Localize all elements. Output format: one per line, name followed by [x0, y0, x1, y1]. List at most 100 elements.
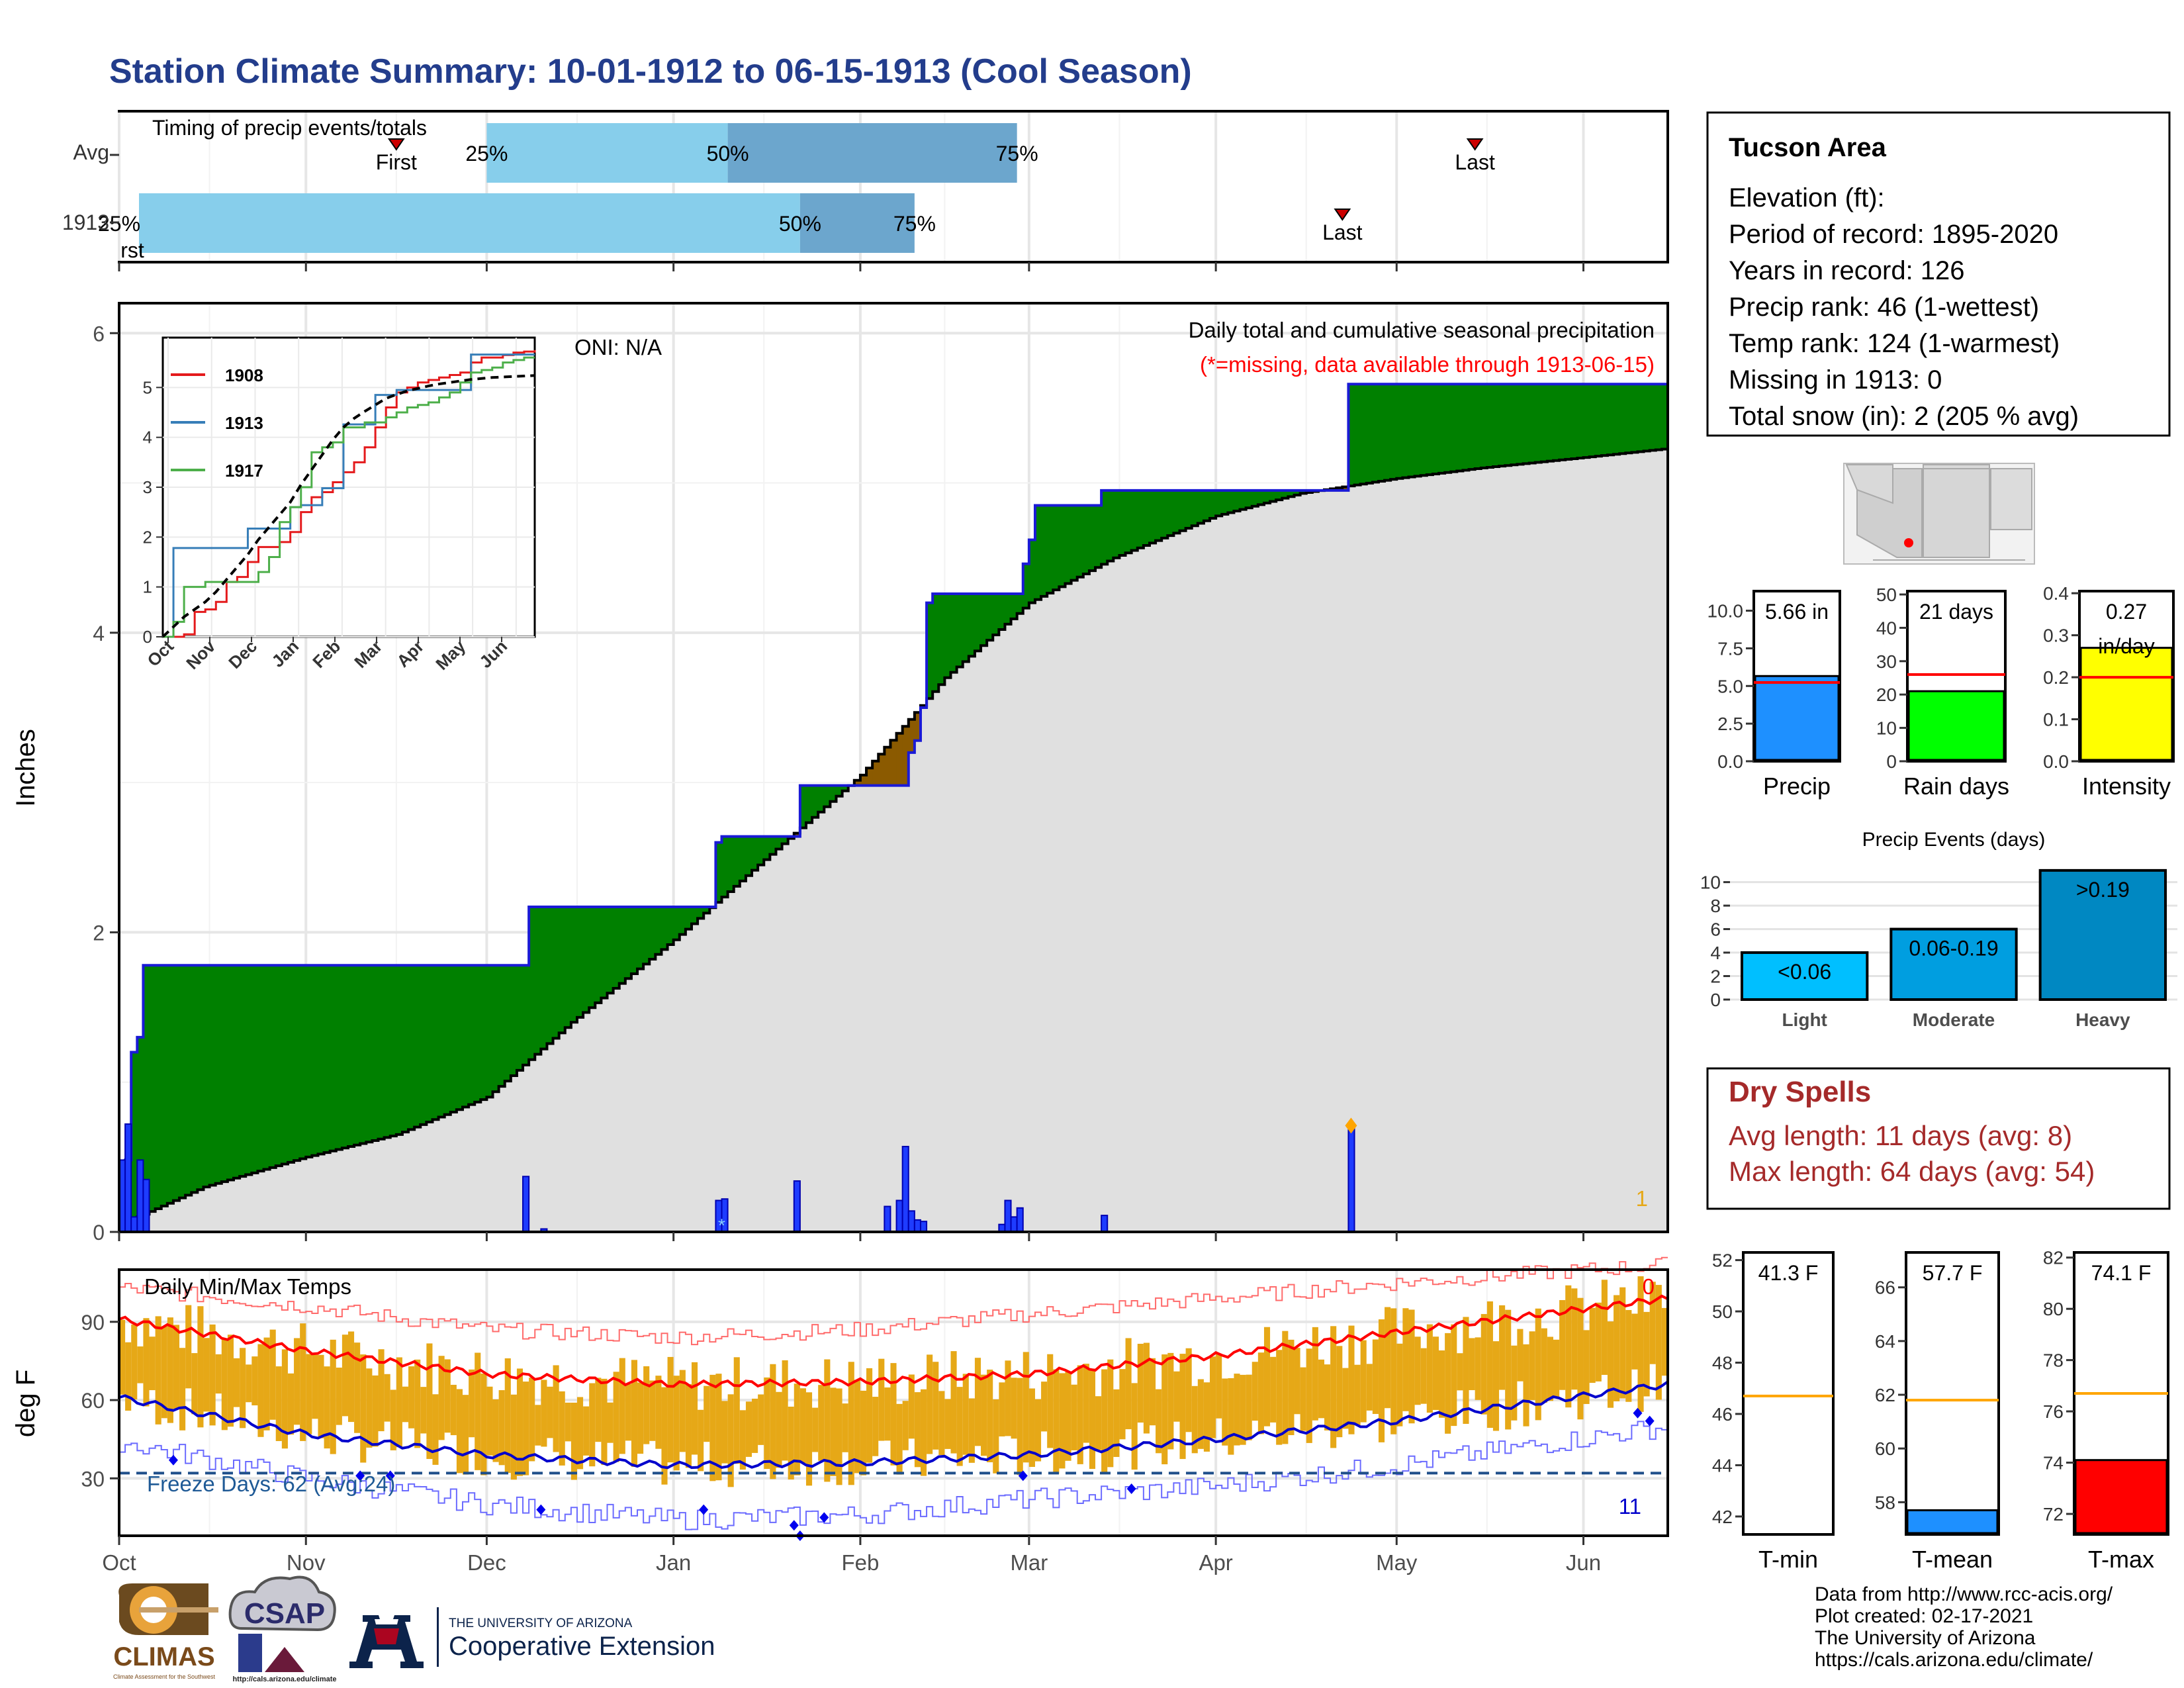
above-average-area [366, 965, 373, 1143]
above-average-area [933, 594, 939, 692]
above-average-area [1426, 384, 1433, 475]
daily-temp-bar [956, 1387, 963, 1466]
station-info-line: Elevation (ft): [1729, 183, 1885, 212]
above-average-area [1300, 490, 1307, 494]
daily-temp-bar [318, 1354, 324, 1438]
events-category-label: Moderate [1913, 1009, 1995, 1030]
daily-temp-bar [390, 1389, 396, 1450]
above-average-area [1041, 505, 1048, 596]
daily-temp-bar [848, 1362, 854, 1485]
map-region-colorado [1923, 464, 1990, 469]
above-average-area [715, 842, 723, 903]
average-cumulative-line [119, 447, 1668, 1233]
map-region-texas [1990, 468, 2032, 530]
above-average-area [1523, 384, 1530, 464]
small-chart-ytick-label: 50 [1712, 1301, 1733, 1322]
inset-average-line [161, 374, 535, 638]
daily-temp-bar [281, 1349, 288, 1449]
daily-temp-bar [1475, 1337, 1481, 1400]
footer-line: Data from http://www.rcc-acis.org/ [1815, 1583, 2113, 1605]
daily-temp-bar [595, 1378, 602, 1442]
record-low-marker [168, 1454, 178, 1466]
station-info-line: Missing in 1913: 0 [1729, 365, 1942, 395]
above-average-area [1167, 490, 1174, 536]
above-average-area [782, 836, 789, 844]
station-name: Tucson Area [1729, 133, 1887, 162]
daily-temp-bar [1257, 1352, 1264, 1434]
above-average-area [1396, 384, 1403, 479]
daily-temp-bar [1372, 1339, 1379, 1415]
climas-logo-subtext: Climate Assessment for the Southwest [113, 1673, 216, 1680]
daily-temp-bar [1420, 1348, 1427, 1404]
daily-temp-bar [240, 1348, 246, 1429]
above-average-area [197, 965, 205, 1190]
above-average-area [1095, 505, 1102, 568]
inset-legend-label: 1908 [225, 365, 263, 385]
small-chart-ytick-label: 0.1 [2043, 710, 2069, 730]
above-average-area [739, 836, 747, 881]
average-max-line [118, 1294, 1668, 1389]
observed-cumulative-line [119, 383, 1668, 1233]
small-chart-category-label: T-mean [1912, 1546, 1993, 1573]
daily-temp-bar [1294, 1348, 1300, 1415]
daily-temp-bar [306, 1354, 312, 1434]
daily-temp-bar [1216, 1354, 1222, 1419]
climas-logo-text: CLIMAS [113, 1642, 214, 1671]
daily-precip-bar [901, 1146, 909, 1233]
daily-precip-bar [522, 1176, 530, 1233]
daily-temp-bar [215, 1354, 222, 1394]
above-average-area [830, 785, 837, 802]
above-average-area [221, 965, 228, 1182]
events-ytick-label: 2 [1710, 966, 1721, 987]
small-chart-ytick-label: 0.0 [2043, 751, 2069, 772]
daily-temp-bar [408, 1366, 415, 1429]
daily-precip-bar [1101, 1215, 1109, 1233]
above-average-area [336, 965, 343, 1150]
above-average-area [155, 965, 162, 1209]
above-average-area [927, 602, 933, 699]
events-ytick-label: 0 [1710, 990, 1721, 1010]
daily-temp-bar [788, 1406, 794, 1480]
daily-temp-bar [782, 1360, 788, 1461]
daily-temp-bar [733, 1357, 740, 1464]
above-average-area [246, 965, 252, 1175]
daily-temp-bar [1179, 1354, 1186, 1460]
daily-temp-bar [752, 1398, 758, 1453]
daily-temp-bar [414, 1359, 421, 1448]
footer-line: The University of Arizona [1815, 1627, 2036, 1649]
above-average-area [269, 965, 277, 1168]
first-marker-label: rst [120, 238, 144, 262]
above-average-area [529, 906, 535, 1060]
inset-ytick-label: 5 [143, 377, 152, 397]
daily-temp-bar [625, 1383, 631, 1441]
above-average-area [1583, 384, 1590, 458]
daily-temp-bar [1263, 1327, 1271, 1427]
daily-temp-bar [523, 1382, 529, 1476]
daily-temp-bar [475, 1352, 481, 1470]
daily-temp-bar [324, 1366, 330, 1449]
small-chart-ytick-label: 30 [1876, 651, 1897, 672]
daily-temp-bar [607, 1402, 614, 1443]
temp-ytick-label: 60 [81, 1389, 105, 1413]
daily-temp-bar [125, 1342, 132, 1411]
above-average-area [1191, 490, 1199, 526]
small-chart-value-label: 41.3 F [1758, 1261, 1819, 1285]
temp-title: Daily Min/Max Temps [144, 1274, 351, 1299]
above-average-area [372, 965, 379, 1141]
daily-temp-bar [1131, 1383, 1138, 1470]
daily-temp-bar [1222, 1378, 1228, 1446]
above-average-area [643, 906, 650, 964]
daily-temp-bar [583, 1406, 590, 1456]
daily-temp-bar [426, 1343, 433, 1460]
above-average-area [704, 906, 710, 914]
above-average-area [1492, 384, 1500, 467]
above-average-area [1643, 384, 1651, 451]
above-average-area [1439, 384, 1445, 473]
precip-events-title: Precip Events (days) [1862, 829, 2046, 851]
record-low-marker [1126, 1483, 1136, 1495]
record-low-marker [789, 1520, 799, 1531]
daily-temp-bar [227, 1335, 234, 1427]
daily-temp-bar [1011, 1378, 1017, 1439]
small-chart-bar [2079, 647, 2173, 761]
above-average-area [1625, 384, 1632, 453]
